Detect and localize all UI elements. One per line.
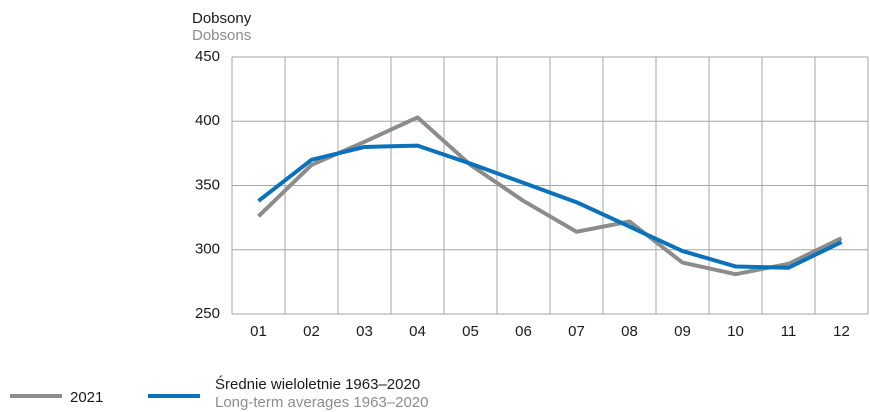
y-axis-label-secondary: Dobsons <box>192 27 251 44</box>
x-tick-label: 06 <box>515 323 532 340</box>
x-tick-label: 02 <box>303 323 320 340</box>
legend-label: Średnie wieloletnie 1963–2020 <box>215 375 420 393</box>
line-series <box>257 143 843 270</box>
y-tick-label: 350 <box>195 176 220 193</box>
legend-label-secondary: Long-term averages 1963–2020 <box>215 394 429 411</box>
line-series <box>257 115 843 277</box>
y-tick-label: 400 <box>195 112 220 129</box>
x-tick-label: 12 <box>833 323 850 340</box>
x-tick-label: 09 <box>674 323 691 340</box>
legend-label: 2021 <box>70 389 103 406</box>
y-tick-label: 450 <box>195 48 220 65</box>
y-axis-label: Dobsony <box>192 10 252 27</box>
x-tick-label: 11 <box>781 323 797 340</box>
x-tick-label: 05 <box>462 323 479 340</box>
x-tick-label: 08 <box>621 323 638 340</box>
y-tick-label: 300 <box>195 241 220 258</box>
x-tick-label: 01 <box>250 323 267 340</box>
y-tick-label: 250 <box>195 305 220 322</box>
x-tick-label: 10 <box>727 323 744 340</box>
x-tick-label: 03 <box>356 323 373 340</box>
x-tick-label: 07 <box>568 323 585 340</box>
x-tick-label: 04 <box>409 323 426 340</box>
